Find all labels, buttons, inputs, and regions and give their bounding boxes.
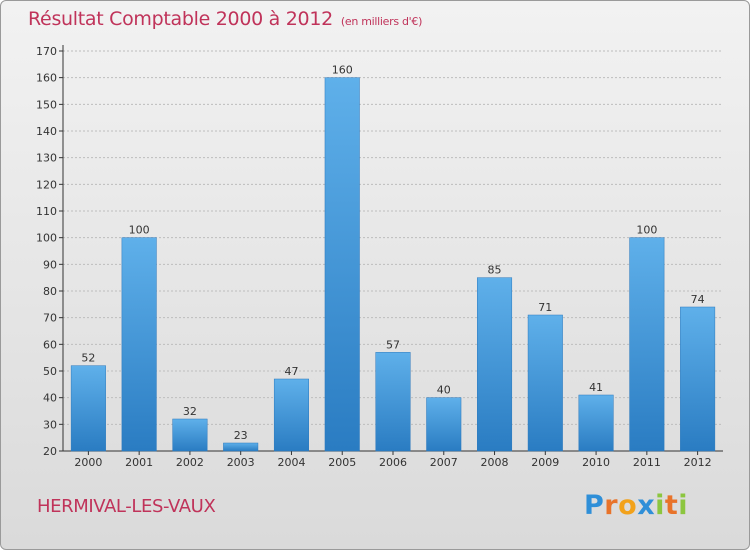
bars [70,77,716,452]
data-label-2010: 41 [589,381,603,394]
x-tick-label: 2004 [277,456,305,469]
bar-2006 [375,352,411,452]
y-tick-label: 120 [36,178,57,191]
logo-letter: r [604,490,619,521]
y-tick-label: 50 [43,365,57,378]
y-tick-label: 70 [43,312,57,325]
logo-letter: t [664,490,679,521]
x-tick-label: 2009 [531,456,559,469]
data-label-2000: 52 [81,352,95,365]
data-label-2006: 57 [386,338,400,351]
data-label-2003: 23 [234,429,248,442]
data-label-2005: 160 [332,64,353,77]
x-tick-label: 2005 [328,456,356,469]
bar-2008 [477,277,513,452]
data-label-2008: 85 [488,264,502,277]
bar-2012 [680,306,716,452]
y-tick-label: 30 [43,418,57,431]
data-label-2002: 32 [183,405,197,418]
y-tick-label: 90 [43,258,57,271]
bar-2010 [578,394,614,452]
x-tick-label: 2008 [481,456,509,469]
y-tick-label: 130 [36,152,57,165]
y-tick-label: 80 [43,285,57,298]
y-tick-label: 40 [43,392,57,405]
bar-2001 [121,237,157,452]
bar-2004 [273,378,309,452]
axes: 20 30 40 50 60 70 80 90 100 110 120 130 140 150 160 170… [36,45,723,469]
data-label-2004: 47 [284,365,298,378]
logo-letter: o [618,490,638,521]
y-tick-label: 160 [36,72,57,85]
bar-2003 [223,442,259,452]
data-label-2007: 40 [437,384,451,397]
x-tick-label: 2002 [176,456,204,469]
x-tick-label: 2001 [125,456,153,469]
chart-title-main: Résultat Comptable 2000 à 2012 [28,8,333,30]
data-label-2012: 74 [691,293,705,306]
x-tick-label: 2003 [227,456,255,469]
x-tick-label: 2011 [633,456,661,469]
logo-letter: P [584,490,605,521]
bar-2000 [70,365,106,452]
bar-2002 [172,418,208,452]
y-tick-label: 170 [36,45,57,58]
bar-2009 [527,314,563,452]
data-labels: 52 100 32 23 47 160 57 40 85 71 41 100 74 [81,64,704,442]
data-label-2009: 71 [538,301,552,314]
data-label-2011: 100 [636,224,657,237]
y-tick-label: 60 [43,338,57,351]
y-tick-label: 150 [36,98,57,111]
y-tick-label: 110 [36,205,57,218]
commune-name: HERMIVAL-LES-VAUX [37,496,216,517]
bar-2007 [426,397,462,452]
bar-2005 [324,77,360,452]
data-label-2001: 100 [129,224,150,237]
chart-title-unit: (en milliers d'€) [340,15,423,28]
x-tick-label: 2000 [74,456,102,469]
x-tick-label: 2007 [430,456,458,469]
bar-2011 [629,237,665,452]
logo-letter: x [637,490,656,521]
proxiti-logo[interactable]: Proxiti [584,490,688,521]
x-tick-label: 2012 [684,456,712,469]
chart-title: Résultat Comptable 2000 à 2012 (en millie… [28,8,422,30]
y-tick-label: 100 [36,232,57,245]
y-tick-label: 140 [36,125,57,138]
x-tick-label: 2006 [379,456,407,469]
y-tick-label: 20 [43,445,57,458]
logo-letter: i [655,490,665,521]
logo-letter: i [678,490,689,521]
x-tick-label: 2010 [582,456,610,469]
